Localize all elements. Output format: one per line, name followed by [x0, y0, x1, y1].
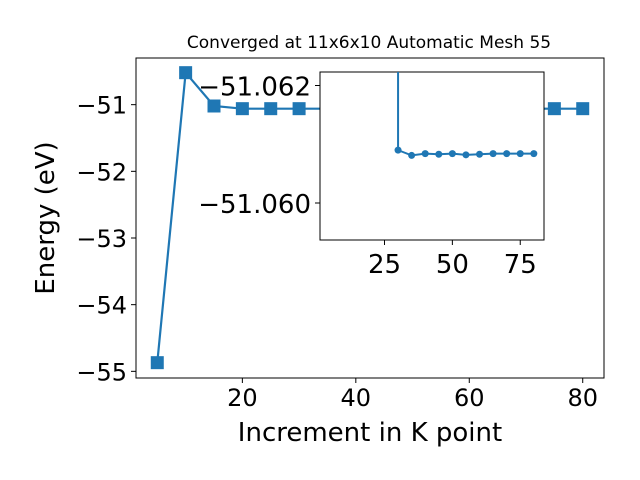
y-tick-label: −54	[76, 292, 127, 320]
inset-y-tick-label: −51.062	[198, 73, 311, 103]
x-tick-label: 80	[567, 384, 598, 412]
main-y-axis-ticks: −51 −52 −53 −54 −55	[76, 92, 136, 386]
x-tick-label: 40	[341, 384, 372, 412]
data-point	[264, 102, 278, 116]
inset-data-point	[476, 150, 484, 158]
data-point	[150, 356, 164, 370]
data-point	[207, 99, 221, 113]
y-tick-label: −55	[76, 358, 127, 386]
inset-y-tick-label: −51.060	[198, 190, 311, 220]
x-tick-label: 20	[227, 384, 258, 412]
y-tick-label: −52	[76, 158, 127, 186]
inset-data-point	[435, 150, 443, 158]
inset-data-point	[421, 150, 429, 158]
chart-title: Converged at 11x6x10 Automatic Mesh 55	[187, 33, 551, 53]
data-point	[576, 102, 590, 116]
y-axis-label: Energy (eV)	[31, 141, 61, 294]
inset-data-point	[448, 150, 456, 158]
inset-data-point	[394, 146, 402, 154]
inset-data-point	[489, 150, 497, 158]
data-point	[179, 66, 193, 80]
inset-data-point	[462, 151, 470, 159]
inset-y-axis-ticks: −51.062 −51.060	[198, 73, 320, 220]
inset-data-point	[503, 150, 511, 158]
data-point	[292, 102, 306, 116]
inset-data-point	[530, 150, 538, 158]
inset-x-tick-label: 50	[436, 250, 469, 280]
inset-x-tick-label: 25	[368, 250, 401, 280]
inset-plot: 25 50 75 −51.062 −51.060	[198, 71, 545, 280]
inset-data-point	[408, 151, 416, 159]
main-x-axis-ticks: 20 40 60 80	[227, 378, 598, 412]
inset-series	[394, 72, 538, 159]
data-point	[547, 102, 561, 116]
inset-plot-frame	[319, 71, 545, 241]
inset-x-axis-ticks: 25 50 75	[368, 240, 537, 280]
x-axis-label: Increment in K point	[238, 418, 502, 448]
inset-data-point	[516, 150, 524, 158]
x-tick-label: 60	[454, 384, 485, 412]
data-point	[235, 102, 249, 116]
y-tick-label: −53	[76, 225, 127, 253]
inset-x-tick-label: 75	[504, 250, 537, 280]
y-tick-label: −51	[76, 92, 127, 120]
